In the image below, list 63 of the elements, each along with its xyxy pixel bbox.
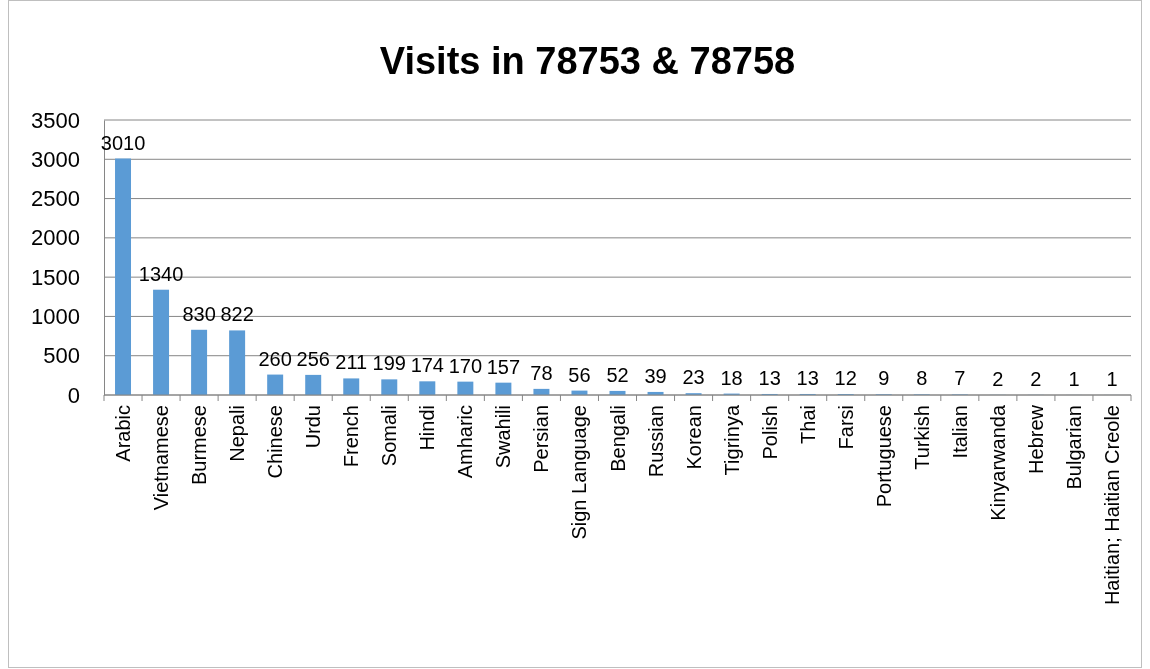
y-tick-label: 2500 (31, 186, 80, 212)
x-tick-label: Turkish (910, 405, 933, 470)
data-label: 18 (720, 366, 743, 389)
data-label: 2 (992, 367, 1004, 390)
x-tick-label: Farsi (834, 405, 857, 450)
x-tick-label: Hebrew (1024, 404, 1047, 474)
data-label: 211 (335, 351, 368, 374)
data-label: 56 (568, 363, 591, 386)
data-label: 830 (182, 302, 216, 325)
data-label: 157 (486, 355, 521, 378)
x-tick-label: Korean (682, 405, 705, 470)
x-tick-label: Chinese (264, 405, 287, 479)
y-tick-label: 2000 (31, 225, 80, 251)
x-tick-label: Nepali (226, 405, 249, 462)
x-tick-label: Italian (948, 405, 971, 459)
data-label: 170 (448, 354, 483, 377)
x-tick-label: Persian (530, 405, 553, 473)
data-label: 8 (916, 367, 928, 390)
x-tick-label: Hindi (416, 405, 439, 451)
x-tick-label: French (340, 405, 363, 468)
x-tick-label: Burmese (188, 405, 211, 486)
x-tick-label: Arabic (112, 405, 135, 462)
x-tick-label: Russian (644, 405, 667, 478)
data-label: 1 (1068, 367, 1080, 390)
data-label: 3010 (100, 131, 146, 154)
y-tick-label: 500 (43, 343, 80, 369)
x-tick-label: Swahili (492, 405, 515, 469)
x-tick-label: Thai (796, 405, 819, 444)
x-tick-label: Portuguese (872, 405, 895, 508)
x-tick-label: Bengali (606, 405, 629, 472)
x-tick-label: Polish (758, 405, 781, 460)
data-label: 2 (1030, 367, 1042, 390)
data-label: 199 (372, 352, 406, 375)
x-tick-label: Bulgarian (1062, 405, 1085, 490)
data-label: 13 (796, 366, 819, 389)
data-label: 23 (682, 366, 705, 389)
data-label: 12 (834, 367, 857, 390)
data-label: 78 (530, 361, 553, 384)
data-label: 13 (758, 366, 781, 389)
y-tick-label: 3500 (31, 107, 80, 133)
x-tick-label: Haitian; Haitian Creole (1100, 405, 1123, 606)
y-tick-label: 3000 (31, 146, 80, 172)
x-tick-label: Urdu (302, 405, 325, 449)
data-label: 39 (644, 364, 667, 387)
x-tick-label: Somali (378, 405, 401, 467)
chart-title: Visits in 78753 & 78758 (379, 40, 796, 82)
data-label: 174 (410, 354, 444, 377)
x-tick-label: Sign Language (568, 405, 591, 540)
data-label: 7 (954, 367, 966, 390)
data-label: 260 (258, 347, 292, 370)
x-tick-label: Kinyarwanda (986, 404, 1009, 521)
data-label: 52 (606, 363, 629, 386)
data-label: 256 (296, 347, 330, 370)
data-label: 1 (1106, 367, 1118, 390)
data-label: 822 (220, 303, 254, 326)
x-tick-label: Amharic (454, 405, 477, 479)
x-tick-label: Vietnamese (150, 405, 173, 511)
y-tick-label: 1500 (31, 264, 80, 290)
data-label: 9 (878, 367, 890, 390)
data-label: 1340 (138, 262, 184, 285)
y-tick-label: 0 (67, 382, 80, 408)
x-tick-label: Tigrinya (720, 404, 743, 476)
y-tick-label: 1000 (31, 303, 80, 329)
